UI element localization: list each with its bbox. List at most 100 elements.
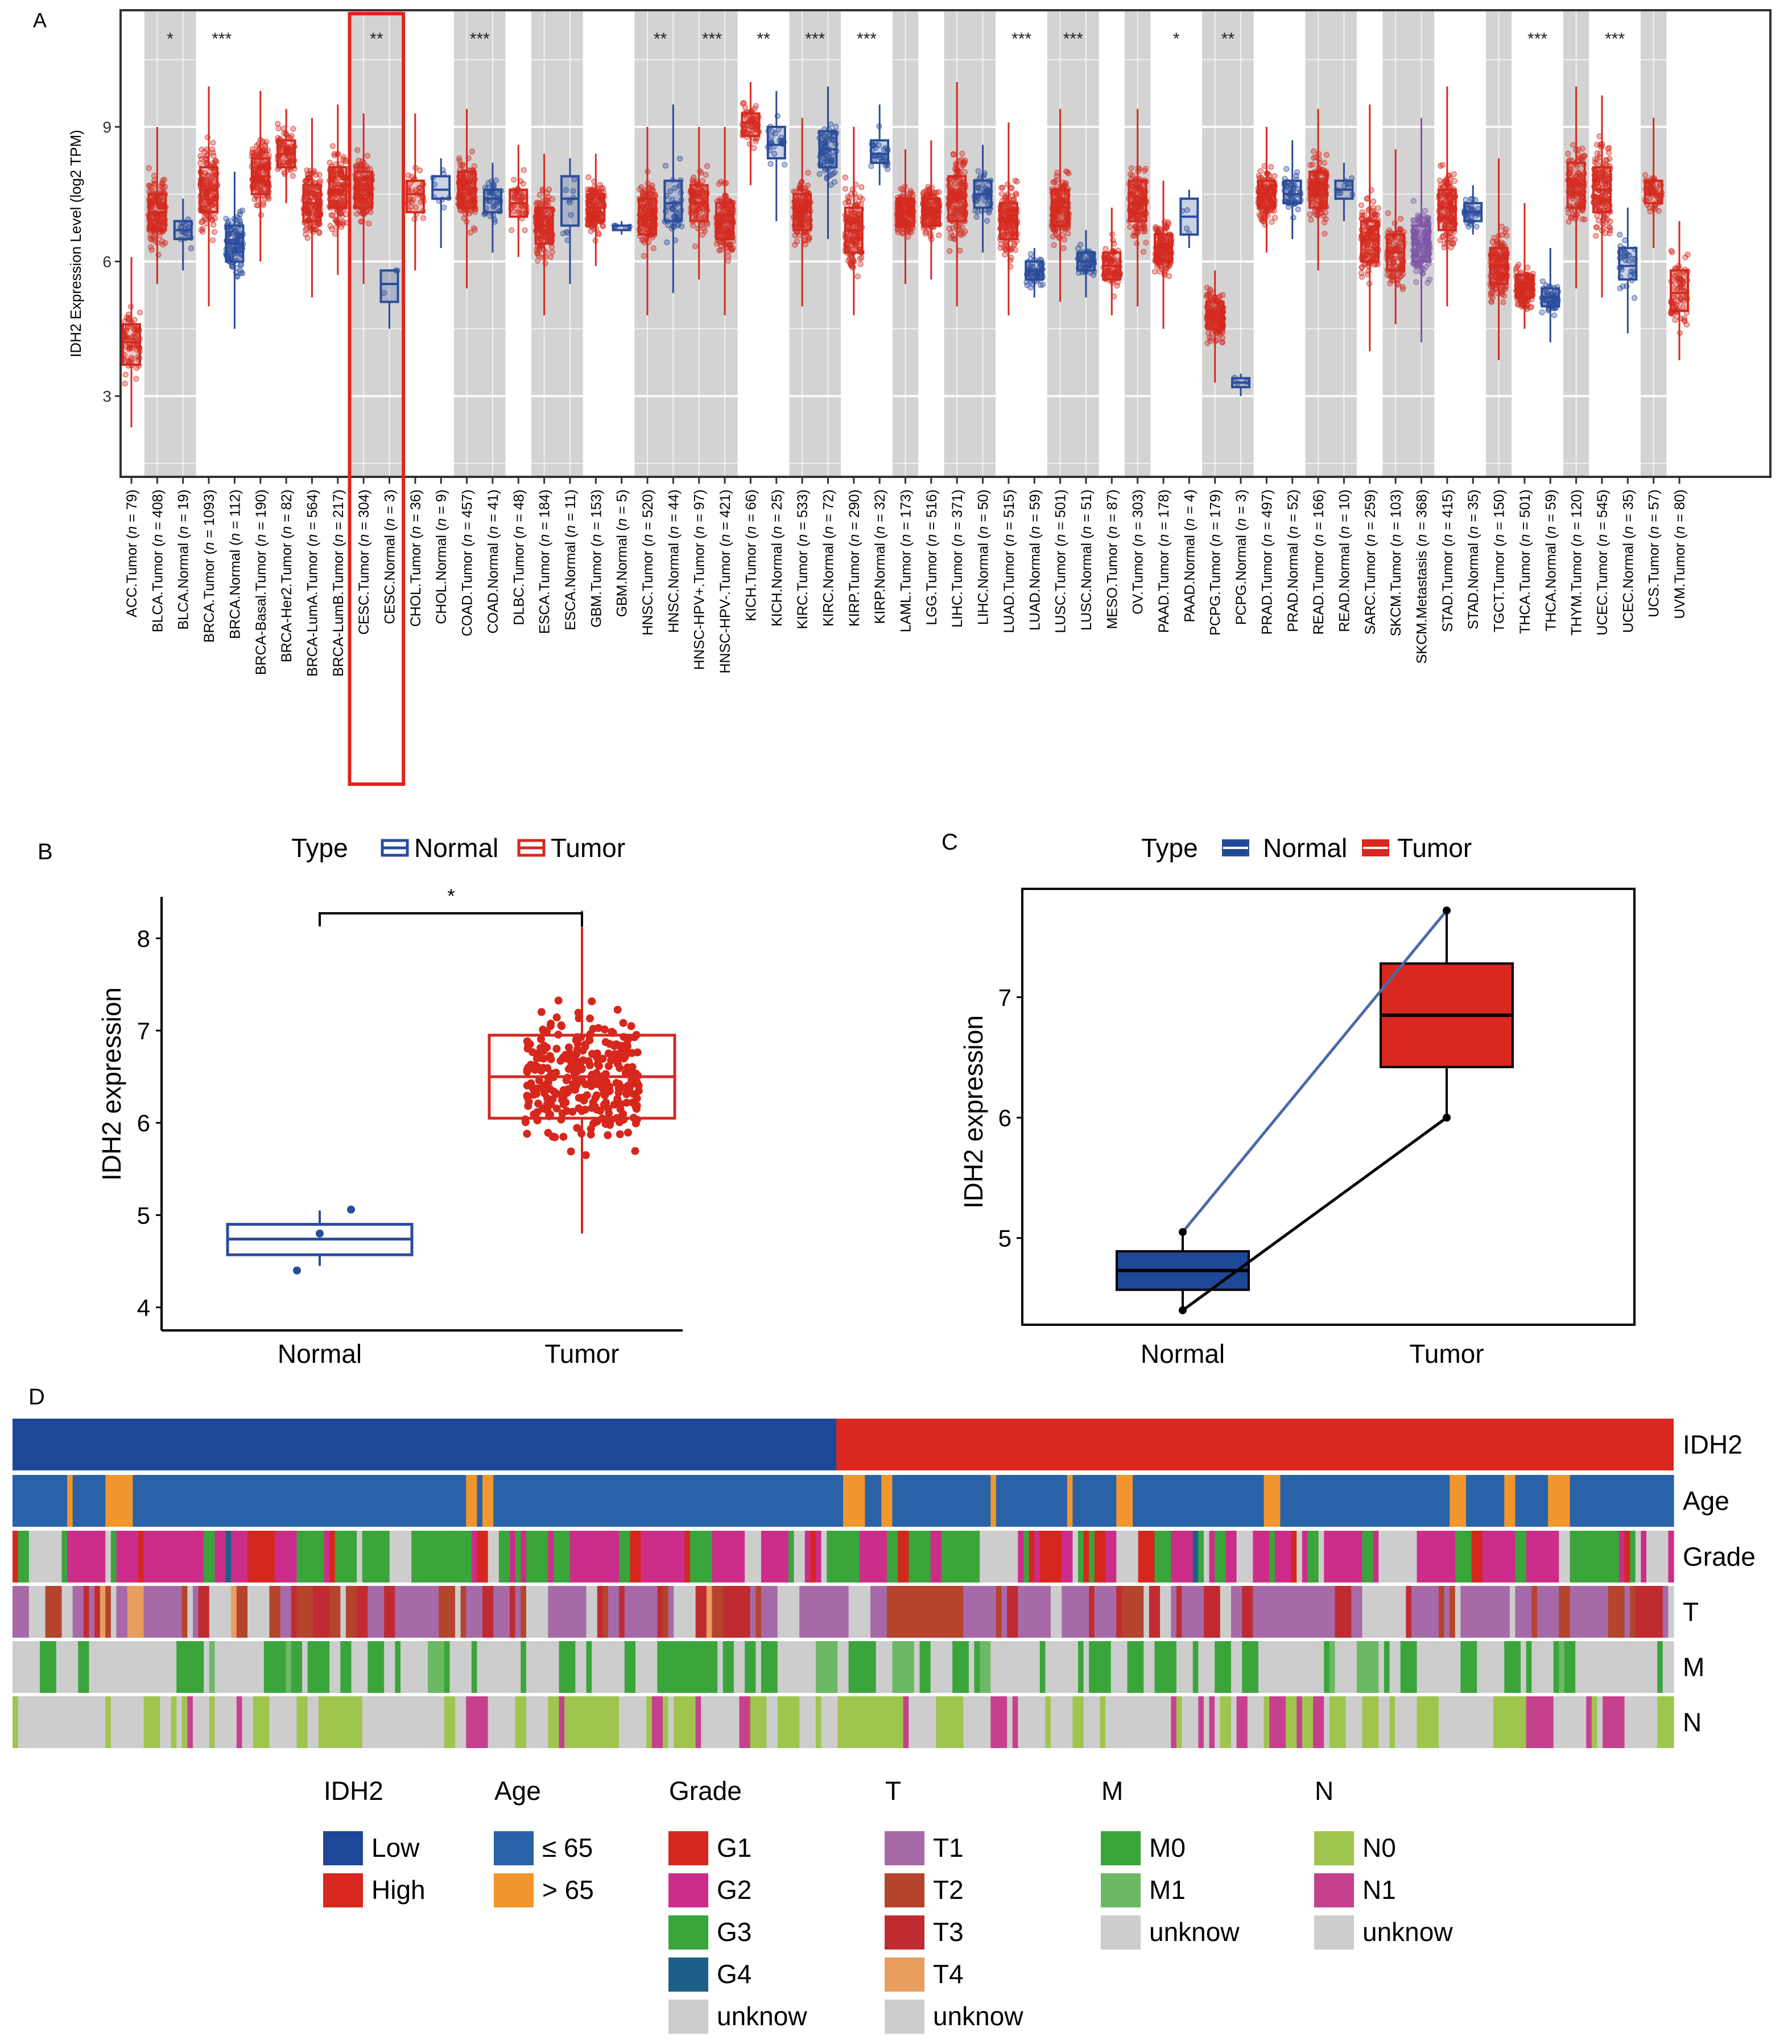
jitter-point — [161, 176, 167, 183]
jitter-point — [1142, 228, 1148, 234]
jitter-point — [844, 194, 851, 200]
jitter-point — [263, 139, 270, 145]
jitter-point — [511, 176, 517, 183]
jitter-point — [1321, 219, 1328, 226]
box-CHOL.Normal — [431, 175, 451, 200]
jitter-point — [251, 151, 257, 158]
jitter-point — [984, 217, 990, 224]
jitter-point — [209, 237, 216, 244]
jitter-point — [521, 167, 527, 174]
jitter-point — [129, 356, 135, 362]
jitter-point — [131, 317, 138, 323]
jitter-point — [457, 162, 464, 168]
jitter-point — [692, 243, 699, 249]
jitter-point — [290, 126, 296, 132]
jitter-point — [648, 185, 654, 191]
jitter-point — [234, 274, 241, 280]
jitter-point — [950, 151, 957, 158]
jitter-point — [959, 156, 965, 163]
jitter-point — [703, 172, 709, 178]
panel-label-a: A — [33, 9, 47, 32]
jitter-point — [700, 225, 707, 232]
jitter-point — [1375, 205, 1381, 211]
jitter-point — [1151, 269, 1158, 275]
jitter-point — [328, 212, 335, 218]
jitter-point — [354, 211, 360, 217]
jitter-point — [229, 226, 235, 233]
jitter-point — [833, 123, 839, 130]
box-CHOL.Tumor — [405, 179, 425, 213]
group-shade — [1305, 10, 1357, 477]
jitter-point — [803, 231, 810, 237]
jitter-point — [1060, 245, 1067, 252]
jitter-point — [560, 230, 566, 237]
box-ACC.Tumor — [122, 323, 141, 366]
jitter-point — [1090, 272, 1097, 278]
jitter-point — [973, 214, 980, 220]
jitter-point — [857, 256, 864, 262]
group-shade — [350, 10, 403, 477]
jitter-point — [209, 217, 215, 223]
jitter-point — [1272, 215, 1278, 221]
jitter-point — [1311, 155, 1317, 161]
jitter-point — [364, 153, 371, 159]
box-KIRP.Normal — [870, 139, 890, 164]
jitter-point — [231, 251, 237, 257]
jitter-point — [699, 232, 705, 238]
jitter-point — [1268, 164, 1274, 170]
jitter-point — [469, 149, 476, 155]
jitter-point — [210, 221, 217, 228]
jitter-point — [210, 201, 216, 208]
jitter-point — [547, 254, 554, 260]
jitter-point — [794, 238, 800, 245]
jitter-point — [905, 226, 911, 233]
jitter-point — [649, 234, 655, 241]
jitter-point — [1294, 169, 1300, 175]
jitter-point — [1258, 216, 1265, 222]
jitter-point — [1051, 179, 1058, 185]
jitter-point — [1008, 246, 1015, 252]
jitter-point — [1051, 242, 1057, 248]
jitter-point — [676, 155, 683, 162]
group-shade — [1202, 10, 1254, 477]
jitter-point — [1322, 230, 1328, 237]
jitter-point — [848, 262, 854, 269]
jitter-point — [1002, 252, 1008, 258]
jitter-point — [316, 229, 323, 235]
jitter-point — [816, 171, 823, 177]
jitter-point — [1009, 184, 1015, 191]
jitter-point — [1103, 246, 1109, 252]
jitter-point — [1143, 240, 1149, 246]
jitter-point — [782, 162, 788, 168]
jitter-point — [1142, 166, 1149, 172]
jitter-point — [549, 249, 555, 256]
jitter-point — [664, 239, 670, 245]
panel-label-c: C — [942, 830, 958, 855]
jitter-point — [1307, 162, 1314, 168]
jitter-point — [1205, 329, 1212, 336]
jitter-point — [151, 172, 158, 179]
jitter-point — [650, 245, 656, 252]
jitter-point — [237, 208, 243, 215]
jitter-point — [1132, 233, 1138, 239]
jitter-point — [858, 184, 865, 191]
jitter-point — [830, 170, 836, 177]
jitter-point — [998, 241, 1004, 248]
jitter-point — [1064, 169, 1071, 175]
jitter-point — [1308, 217, 1314, 223]
jitter-point — [767, 160, 774, 167]
jitter-point — [275, 125, 282, 131]
box-ESCA.Normal — [560, 175, 580, 227]
jitter-point — [122, 372, 129, 378]
jitter-points — [120, 303, 143, 387]
jitter-point — [972, 208, 978, 214]
jitter-point — [946, 225, 952, 232]
jitter-point — [137, 310, 143, 316]
jitter-point — [471, 225, 477, 231]
jitter-point — [975, 168, 981, 174]
jitter-point — [468, 208, 474, 214]
jitter-point — [133, 376, 139, 382]
jitter-point — [842, 174, 848, 181]
jitter-point — [596, 231, 602, 237]
jitter-point — [148, 247, 155, 253]
